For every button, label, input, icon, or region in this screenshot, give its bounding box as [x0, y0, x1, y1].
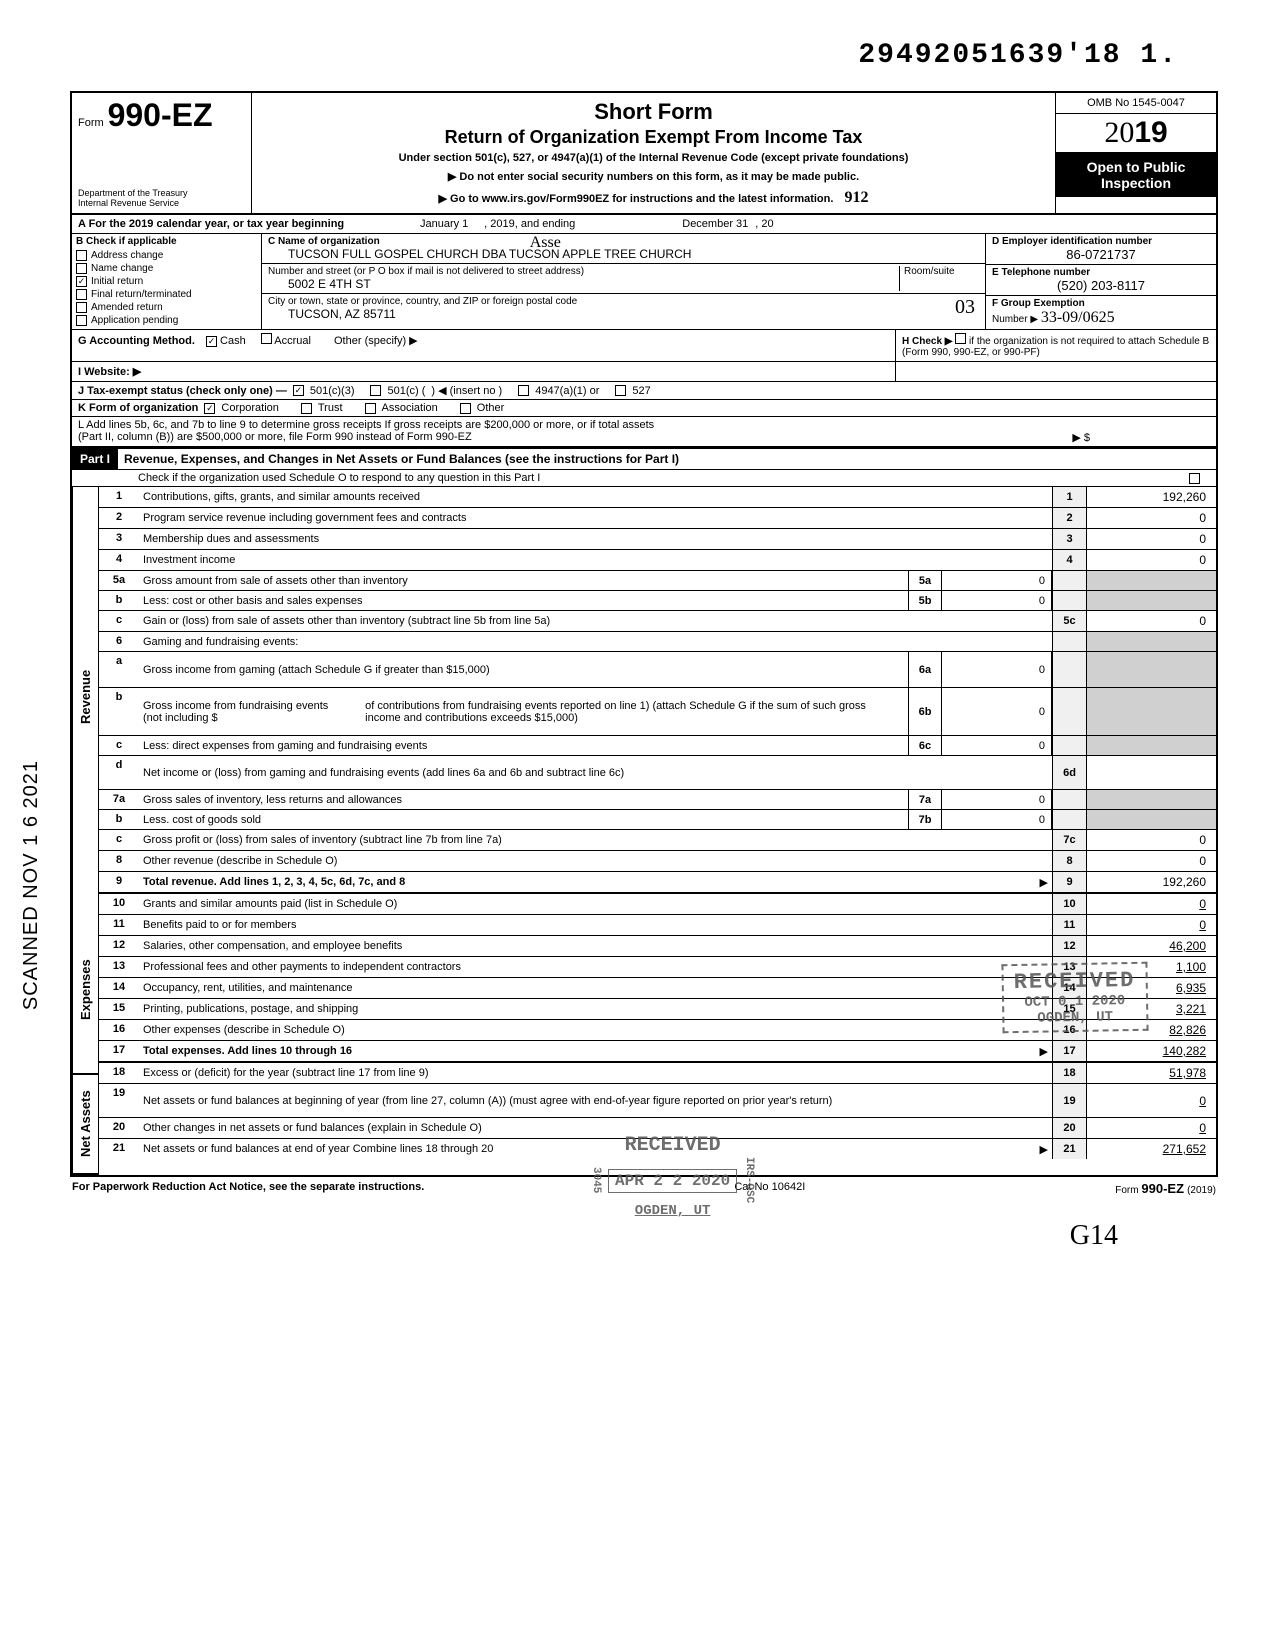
chk-name-change[interactable]: [76, 263, 87, 274]
side-revenue: Revenue: [72, 487, 98, 907]
chk-corp[interactable]: ✓: [204, 403, 215, 414]
line-h-schedule-b: H Check ▶ if the organization is not req…: [896, 330, 1216, 361]
hand-asse: Asse: [530, 234, 561, 252]
line-8: Other revenue (describe in Schedule O): [139, 851, 1052, 871]
chk-final-return[interactable]: [76, 289, 87, 300]
line-10: Grants and similar amounts paid (list in…: [139, 894, 1052, 914]
line-6a: Gross income from gaming (attach Schedul…: [139, 652, 908, 687]
part-1-check-o: Check if the organization used Schedule …: [72, 470, 1216, 487]
line-18: Excess or (deficit) for the year (subtra…: [139, 1063, 1052, 1083]
note-ssn: ▶ Do not enter social security numbers o…: [262, 170, 1045, 183]
chk-other-org[interactable]: [460, 403, 471, 414]
note-url: ▶ Go to www.irs.gov/Form990EZ for instru…: [439, 189, 869, 207]
chk-assoc[interactable]: [365, 403, 376, 414]
side-expenses: Expenses: [72, 907, 98, 1075]
line-15: Printing, publications, postage, and shi…: [139, 999, 1052, 1019]
line-11: Benefits paid to or for members: [139, 915, 1052, 935]
line-6b: Gross income from fundraising events (no…: [139, 688, 908, 735]
section-b-checkboxes: B Check if applicable Address change Nam…: [72, 234, 262, 329]
line-4: Investment income: [139, 550, 1052, 570]
hand-g14: G14: [70, 1220, 1218, 1252]
hand-912: 912: [845, 189, 869, 206]
line-7b: Less. cost of goods sold: [139, 810, 908, 829]
line-l-gross-receipts: L Add lines 5b, 6c, and 7b to line 9 to …: [72, 417, 1216, 447]
side-net-assets: Net Assets: [72, 1075, 98, 1175]
line-5b: Less: cost or other basis and sales expe…: [139, 591, 908, 610]
chk-501c3[interactable]: ✓: [293, 385, 304, 396]
line-g-accounting: G Accounting Method. ✓ Cash Accrual Othe…: [72, 330, 896, 361]
form-990ez: Form 990-EZ Department of the Treasury I…: [70, 91, 1218, 1177]
org-city: TUCSON, AZ 85711: [268, 307, 979, 321]
line-6c: Less: direct expenses from gaming and fu…: [139, 736, 908, 755]
chk-cash[interactable]: ✓: [206, 336, 217, 347]
line-7a: Gross sales of inventory, less returns a…: [139, 790, 908, 809]
chk-527[interactable]: [615, 385, 626, 396]
chk-schedule-o[interactable]: [1189, 473, 1200, 484]
line-21: Net assets or fund balances at end of ye…: [139, 1139, 1052, 1159]
org-street: 5002 E 4TH ST: [268, 277, 899, 291]
tax-year: 2019: [1056, 114, 1216, 153]
dln-number: 29492051639'18 1.: [70, 40, 1218, 71]
line-12: Salaries, other compensation, and employ…: [139, 936, 1052, 956]
open-to-public: Open to Public Inspection: [1056, 153, 1216, 197]
chk-app-pending[interactable]: [76, 315, 87, 326]
line-17: Total expenses. Add lines 10 through 16▶: [139, 1041, 1052, 1061]
line-5c: Gain or (loss) from sale of assets other…: [139, 611, 1052, 631]
group-exemption-value: 33-09/0625: [1041, 309, 1115, 326]
dept-irs: Internal Revenue Service: [78, 199, 245, 209]
line-7c: Gross profit or (loss) from sales of inv…: [139, 830, 1052, 850]
line-9: Total revenue. Add lines 1, 2, 3, 4, 5c,…: [139, 872, 1052, 892]
line-19: Net assets or fund balances at beginning…: [139, 1084, 1052, 1117]
chk-address-change[interactable]: [76, 250, 87, 261]
line-5a: Gross amount from sale of assets other t…: [139, 571, 908, 590]
chk-initial-return[interactable]: ✓: [76, 276, 87, 287]
hand-03: 03: [955, 296, 975, 319]
ein-value: 86-0721737: [992, 247, 1210, 262]
phone-value: (520) 203-8117: [992, 278, 1210, 293]
line-13: Professional fees and other payments to …: [139, 957, 1052, 977]
title-return: Return of Organization Exempt From Incom…: [262, 127, 1045, 148]
line-16: Other expenses (describe in Schedule O): [139, 1020, 1052, 1040]
form-number: Form 990-EZ: [78, 97, 245, 134]
line-14: Occupancy, rent, utilities, and maintena…: [139, 978, 1052, 998]
chk-accrual[interactable]: [261, 333, 272, 344]
line-3: Membership dues and assessments: [139, 529, 1052, 549]
org-name: TUCSON FULL GOSPEL CHURCH DBA TUCSON APP…: [268, 247, 979, 261]
footer: For Paperwork Reduction Act Notice, see …: [70, 1177, 1218, 1200]
line-1: Contributions, gifts, grants, and simila…: [139, 487, 1052, 507]
chk-amended[interactable]: [76, 302, 87, 313]
chk-trust[interactable]: [301, 403, 312, 414]
line-6: Gaming and fundraising events:: [139, 632, 1052, 651]
chk-schedule-b[interactable]: [955, 333, 966, 344]
line-2: Program service revenue including govern…: [139, 508, 1052, 528]
omb-number: OMB No 1545-0047: [1056, 93, 1216, 114]
scanned-stamp: SCANNED NOV 1 6 2021: [20, 760, 43, 1010]
chk-501c[interactable]: [370, 385, 381, 396]
line-j-tax-exempt: J Tax-exempt status (check only one) — ✓…: [72, 382, 1216, 400]
chk-4947[interactable]: [518, 385, 529, 396]
title-short-form: Short Form: [262, 99, 1045, 125]
line-k-form-org: K Form of organization ✓Corporation Trus…: [72, 400, 1216, 417]
section-d-ein: D Employer identification number 86-0721…: [986, 234, 1216, 329]
line-6d: Net income or (loss) from gaming and fun…: [139, 756, 1052, 789]
line-20: Other changes in net assets or fund bala…: [139, 1118, 1052, 1138]
section-c-org-info: C Name of organization Asse TUCSON FULL …: [262, 234, 986, 329]
subtitle: Under section 501(c), 527, or 4947(a)(1)…: [262, 152, 1045, 164]
line-i-website: I Website: ▶: [72, 362, 896, 381]
line-a-calendar-year: A For the 2019 calendar year, or tax yea…: [72, 215, 1216, 234]
part-1-title: Revenue, Expenses, and Changes in Net As…: [118, 449, 685, 469]
part-1-tag: Part I: [72, 449, 118, 469]
